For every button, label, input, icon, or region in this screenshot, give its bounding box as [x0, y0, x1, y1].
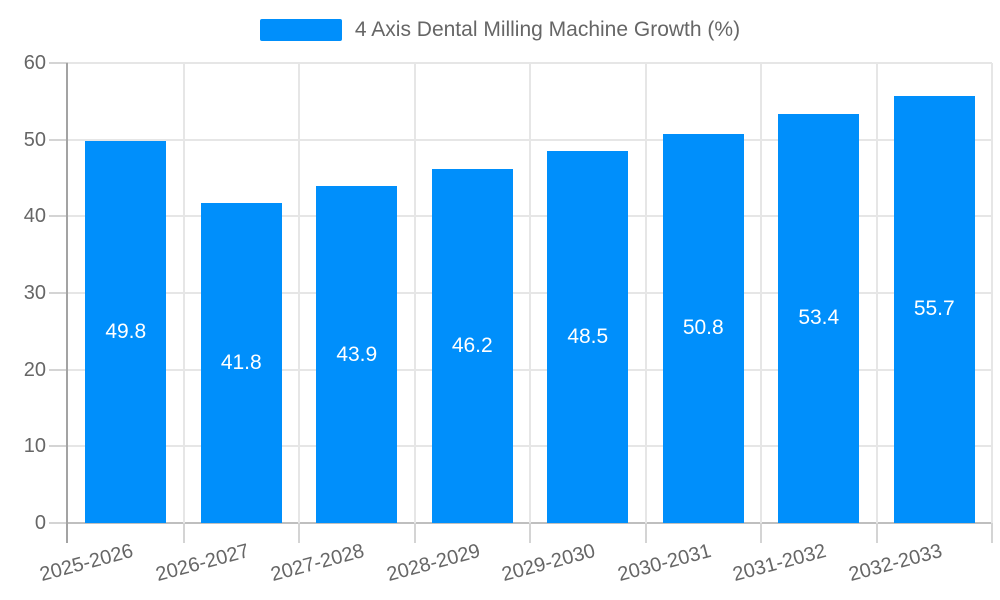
- bar-value-label: 50.8: [682, 316, 724, 340]
- y-axis-label: 40: [23, 205, 46, 228]
- bar-value-label: 46.2: [451, 333, 493, 357]
- y-tick: [49, 138, 68, 141]
- y-tick: [49, 292, 68, 294]
- bar: [547, 151, 628, 523]
- y-axis-label: 20: [23, 358, 46, 381]
- y-axis-label: 0: [34, 512, 46, 534]
- bar: [85, 141, 166, 523]
- x-axis-label: 2026-2027: [153, 539, 252, 586]
- legend-label: 4 Axis Dental Milling Machine Growth (%): [354, 18, 741, 41]
- x-axis-label: 2025-2026: [37, 539, 136, 586]
- x-tick: [644, 523, 647, 543]
- y-axis-line: [66, 63, 68, 543]
- x-axis-label: 2027-2028: [268, 539, 367, 586]
- x-tick: [413, 523, 416, 543]
- y-tick: [49, 522, 68, 524]
- y-axis-label: 60: [23, 52, 46, 74]
- bar: [316, 186, 397, 523]
- x-tick: [182, 523, 185, 543]
- bar: [778, 113, 859, 523]
- y-axis-label: 30: [23, 282, 46, 304]
- bar: [432, 168, 513, 523]
- x-gridline: [760, 63, 762, 523]
- x-gridline: [529, 63, 531, 523]
- x-gridline: [298, 63, 300, 523]
- bar-value-label: 43.9: [336, 342, 378, 366]
- x-axis-label: 2032-2033: [846, 539, 945, 586]
- x-tick: [529, 523, 531, 543]
- x-gridline: [991, 63, 993, 523]
- y-tick: [49, 215, 68, 218]
- x-tick: [991, 523, 993, 543]
- x-gridline: [413, 63, 416, 523]
- legend-swatch: [259, 18, 342, 41]
- x-gridline: [644, 63, 647, 523]
- x-tick: [875, 523, 878, 543]
- bar-value-label: 41.8: [220, 350, 262, 374]
- legend[interactable]: 4 Axis Dental Milling Machine Growth (%): [0, 16, 1000, 43]
- bar: [201, 202, 282, 523]
- bar-value-label: 55.7: [913, 297, 955, 321]
- x-axis-label: 2031-2032: [730, 539, 829, 586]
- x-tick: [298, 523, 300, 543]
- y-tick: [49, 62, 68, 64]
- bar-value-label: 49.8: [105, 320, 147, 344]
- y-tick: [49, 445, 68, 448]
- y-tick: [49, 368, 68, 371]
- x-gridline: [875, 63, 878, 523]
- x-axis-label: 2029-2030: [499, 539, 598, 586]
- bar: [894, 95, 975, 523]
- y-axis-label: 50: [23, 128, 46, 151]
- bar-value-label: 48.5: [567, 325, 609, 349]
- x-gridline: [182, 63, 185, 523]
- x-axis-label: 2028-2029: [384, 539, 483, 586]
- x-axis-label: 2030-2031: [615, 539, 714, 586]
- bar-value-label: 53.4: [798, 306, 840, 330]
- x-tick: [760, 523, 762, 543]
- y-axis-label: 10: [23, 435, 46, 458]
- bar: [663, 133, 744, 523]
